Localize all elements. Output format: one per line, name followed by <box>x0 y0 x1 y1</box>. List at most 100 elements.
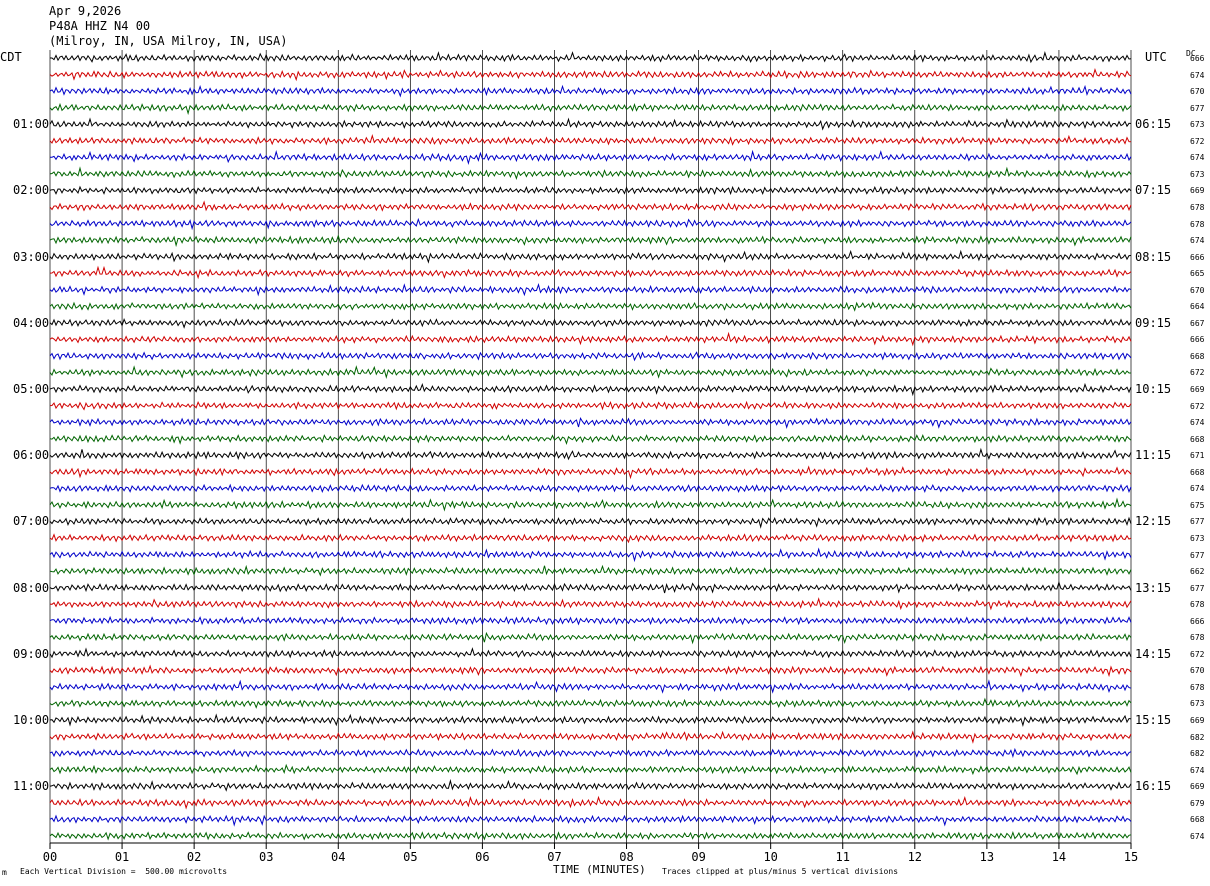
corner-mark: m <box>2 868 7 877</box>
dc-offset-label: 678 <box>1190 633 1205 643</box>
clip-note: Traces clipped at plus/minus 5 vertical … <box>662 867 899 876</box>
trace-row-43 <box>49 763 1132 776</box>
dc-offset-label: 682 <box>1190 732 1205 742</box>
dc-offset-label: 666 <box>1190 335 1205 345</box>
trace-row-6 <box>49 149 1132 165</box>
seismic-traces <box>49 51 1132 841</box>
left-time-label: 10:00 <box>13 713 50 727</box>
trace-row-24 <box>49 447 1132 461</box>
dc-header: DC <box>1186 49 1196 58</box>
x-tick-label: 12 <box>908 850 922 864</box>
trace-row-34 <box>49 615 1132 626</box>
trace-row-11 <box>49 234 1132 248</box>
dc-offset-label: 674 <box>1190 484 1205 494</box>
dc-offset-label: 667 <box>1190 318 1205 328</box>
dc-offset-label: 668 <box>1190 815 1205 825</box>
dc-offset-label: 673 <box>1190 699 1205 709</box>
dc-offset-label: 677 <box>1190 517 1205 527</box>
x-tick-label: 14 <box>1052 850 1066 864</box>
left-time-label: 05:00 <box>13 382 50 396</box>
dc-offset-label: 674 <box>1190 236 1205 246</box>
trace-row-3 <box>49 102 1132 116</box>
x-tick-label: 13 <box>980 850 994 864</box>
trace-row-17 <box>49 331 1132 347</box>
dc-offset-label: 678 <box>1190 202 1205 212</box>
left-time-label: 07:00 <box>13 514 50 529</box>
x-tick-label: 08 <box>619 850 633 864</box>
right-time-label: 06:15 <box>1135 117 1172 132</box>
dc-offset-label: 672 <box>1190 401 1205 411</box>
trace-row-21 <box>49 400 1132 411</box>
trace-row-35 <box>49 631 1132 645</box>
dc-offset-label: 669 <box>1190 782 1205 792</box>
dc-offset-label: 673 <box>1190 120 1205 130</box>
x-tick-label: 00 <box>43 850 57 864</box>
trace-row-22 <box>49 416 1132 430</box>
dc-offset-label: 672 <box>1190 649 1205 659</box>
trace-row-12 <box>49 249 1132 264</box>
dc-offset-label: 662 <box>1190 567 1205 577</box>
trace-row-5 <box>49 133 1132 146</box>
trace-row-40 <box>49 713 1132 728</box>
x-axis-ticks: 00 01 02 03 04 05 06 07 08 09 10 11 12 13 14 15 <box>43 843 1138 864</box>
trace-row-25 <box>49 465 1132 480</box>
trace-row-42 <box>49 747 1132 758</box>
trace-row-28 <box>49 516 1132 529</box>
dc-offset-label: 678 <box>1190 682 1205 692</box>
trace-row-39 <box>49 697 1132 709</box>
dc-offset-label: 670 <box>1190 285 1205 295</box>
trace-row-46 <box>49 814 1132 827</box>
minute-gridlines <box>49 50 1132 843</box>
trace-row-7 <box>49 166 1132 180</box>
trace-row-13 <box>49 265 1132 280</box>
trace-row-8 <box>49 185 1132 196</box>
right-time-label: 08:15 <box>1135 249 1172 264</box>
trace-row-26 <box>49 483 1132 494</box>
right-time-label: 07:15 <box>1135 183 1172 198</box>
right-time-label: 11:15 <box>1135 448 1172 463</box>
trace-row-45 <box>49 795 1132 810</box>
x-tick-label: 15 <box>1124 850 1138 864</box>
trace-row-9 <box>49 200 1132 212</box>
right-time-label: 12:15 <box>1135 514 1172 529</box>
trace-row-37 <box>49 664 1132 678</box>
dc-offset-label: 678 <box>1190 600 1205 610</box>
scale-note: Each Vertical Division = 500.00 microvol… <box>20 867 228 876</box>
dc-offset-label: 670 <box>1190 87 1205 97</box>
x-axis-title: TIME (MINUTES) <box>553 863 646 876</box>
left-time-label: 03:00 <box>13 249 50 264</box>
dc-offset-label: 666 <box>1190 616 1205 626</box>
dc-offset-label: 669 <box>1190 186 1205 196</box>
trace-row-27 <box>49 497 1132 512</box>
dc-offset-label: 668 <box>1190 351 1205 361</box>
x-tick-label: 06 <box>475 850 489 864</box>
trace-row-0 <box>50 51 1132 64</box>
x-tick-label: 03 <box>259 850 273 864</box>
trace-row-16 <box>49 318 1132 329</box>
left-time-label: 08:00 <box>13 580 50 595</box>
trace-row-4 <box>49 117 1132 131</box>
x-tick-label: 04 <box>331 850 345 864</box>
left-time-label: 02:00 <box>13 183 50 198</box>
dc-offset-label: 670 <box>1190 666 1205 676</box>
trace-row-20 <box>49 382 1132 397</box>
trace-row-36 <box>49 647 1132 659</box>
dc-offset-label: 671 <box>1190 451 1205 461</box>
dc-offset-label: 665 <box>1190 269 1205 279</box>
x-tick-label: 01 <box>115 850 129 864</box>
right-time-label: 09:15 <box>1135 315 1172 330</box>
x-tick-label: 11 <box>836 850 850 864</box>
trace-row-15 <box>49 301 1132 312</box>
dc-offset-label: 677 <box>1190 550 1205 560</box>
left-time-label: 06:00 <box>13 448 50 463</box>
dc-offset-label: 669 <box>1190 385 1205 394</box>
right-time-label: 14:15 <box>1135 646 1172 661</box>
plot-date: Apr 9,2026 <box>49 4 122 18</box>
dc-offset-label: 677 <box>1190 583 1205 593</box>
dc-offset-label: 675 <box>1190 500 1205 510</box>
left-time-label: 11:00 <box>13 779 50 794</box>
dc-offset-label: 664 <box>1190 302 1205 312</box>
dc-offset-label: 678 <box>1190 219 1205 229</box>
dc-offset-label: 673 <box>1190 169 1205 179</box>
